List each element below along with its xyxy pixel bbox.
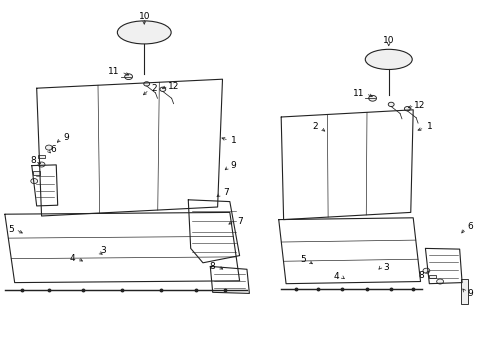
Circle shape [404,107,409,111]
Text: 9: 9 [63,133,69,142]
Circle shape [45,145,52,150]
Text: 8: 8 [30,156,36,165]
Circle shape [160,87,165,91]
Circle shape [143,82,149,86]
Bar [428,275,435,278]
Text: 3: 3 [383,263,388,271]
Text: 2: 2 [312,122,318,131]
Text: 9: 9 [230,161,236,170]
Ellipse shape [117,21,171,44]
Text: 6: 6 [467,222,472,231]
Text: 11: 11 [352,89,364,98]
Text: 1: 1 [230,136,236,145]
Text: 6: 6 [50,145,56,153]
Bar [33,171,40,175]
Text: 11: 11 [108,68,120,77]
Text: 5: 5 [300,256,305,264]
Text: 4: 4 [333,272,339,281]
Circle shape [422,268,429,273]
Text: 7: 7 [236,217,242,226]
Text: 8: 8 [418,271,424,280]
Text: 12: 12 [167,82,179,91]
Text: 5: 5 [8,225,14,234]
Text: 8: 8 [209,262,215,271]
Text: 3: 3 [100,246,105,255]
Text: 9: 9 [467,289,472,298]
Ellipse shape [365,49,411,69]
Bar [38,155,45,158]
Text: 7: 7 [223,188,228,197]
Text: 2: 2 [151,84,157,93]
Circle shape [368,95,376,101]
Circle shape [38,162,45,167]
Text: 4: 4 [69,253,75,263]
Text: 1: 1 [426,122,431,131]
Circle shape [31,179,38,184]
Circle shape [387,102,393,107]
Bar [460,279,468,304]
Text: 12: 12 [413,102,425,110]
Circle shape [124,74,132,80]
Text: 10: 10 [382,36,394,45]
Circle shape [436,279,443,284]
Text: 10: 10 [138,12,150,21]
